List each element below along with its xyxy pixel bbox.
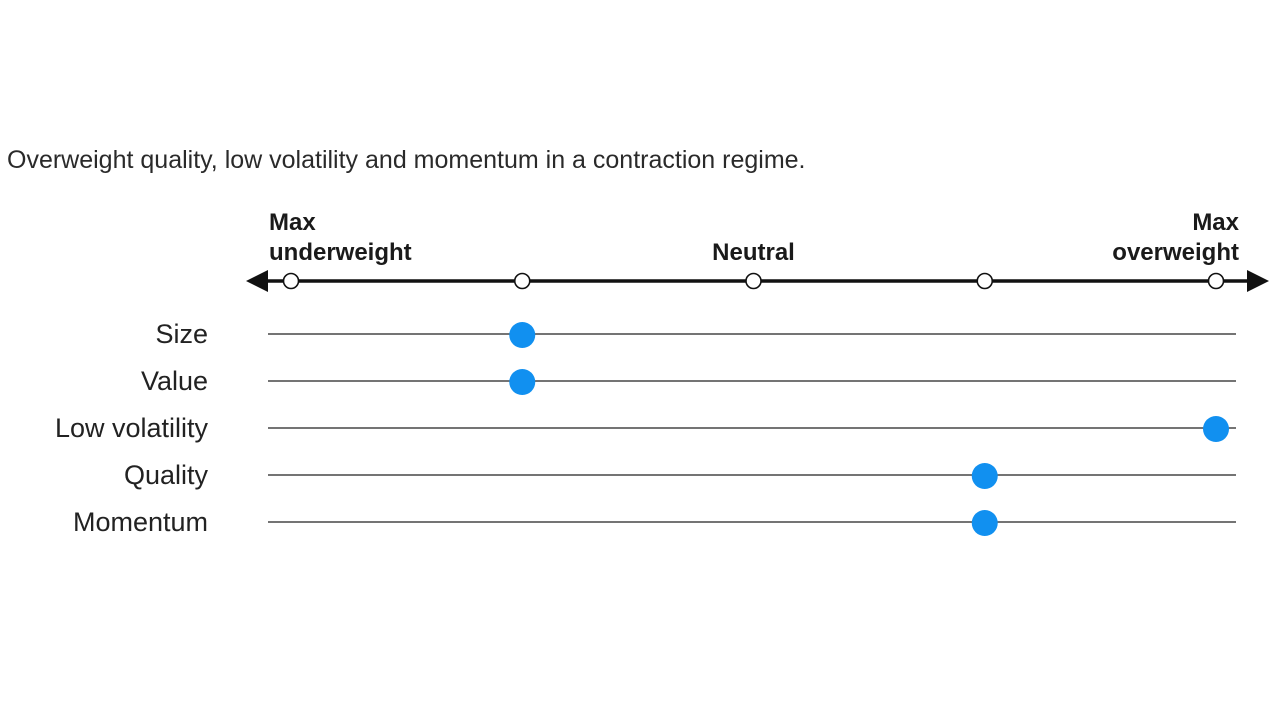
scale-label: Max underweight: [269, 209, 412, 266]
scale-label: Max overweight: [1112, 209, 1239, 266]
scale-label-line: overweight: [1112, 239, 1239, 266]
scale-label-line: underweight: [269, 239, 412, 266]
axis-tick-marker: [513, 272, 531, 290]
position-marker: [1203, 416, 1229, 442]
axis-tick-marker: [745, 272, 762, 290]
scale-label-line: Max: [1192, 209, 1239, 236]
factor-row: Size: [155, 319, 1236, 349]
factor-row: Low volatility: [55, 413, 1236, 443]
factor-row: Momentum: [73, 507, 1236, 537]
scale-label-line: Neutral: [712, 239, 795, 266]
factor-row: Value: [141, 366, 1236, 396]
factor-row: Quality: [124, 460, 1236, 490]
axis-tick-marker: [976, 272, 994, 290]
position-marker: [509, 322, 536, 348]
axis-tick-marker: [282, 272, 300, 290]
position-marker: [971, 463, 998, 489]
row-label: Momentum: [73, 507, 208, 537]
chart-subtitle: Overweight quality, low volatility and m…: [7, 146, 806, 174]
position-marker: [971, 510, 998, 536]
axis-tick-marker: [1207, 272, 1225, 290]
row-label: Size: [155, 319, 208, 349]
scale-axis: Max underweight Neutral Max overweight: [246, 209, 1269, 292]
factor-rows: Size Value Low volatility Quality Momentum: [55, 319, 1236, 537]
row-label: Low volatility: [55, 413, 209, 443]
row-label: Value: [141, 366, 208, 396]
row-label: Quality: [124, 460, 209, 490]
scale-label: Neutral: [712, 239, 795, 266]
position-marker: [509, 369, 536, 395]
scale-label-line: Max: [269, 209, 316, 236]
axis-arrow-left: [246, 270, 268, 292]
axis-arrow-right: [1247, 270, 1269, 292]
